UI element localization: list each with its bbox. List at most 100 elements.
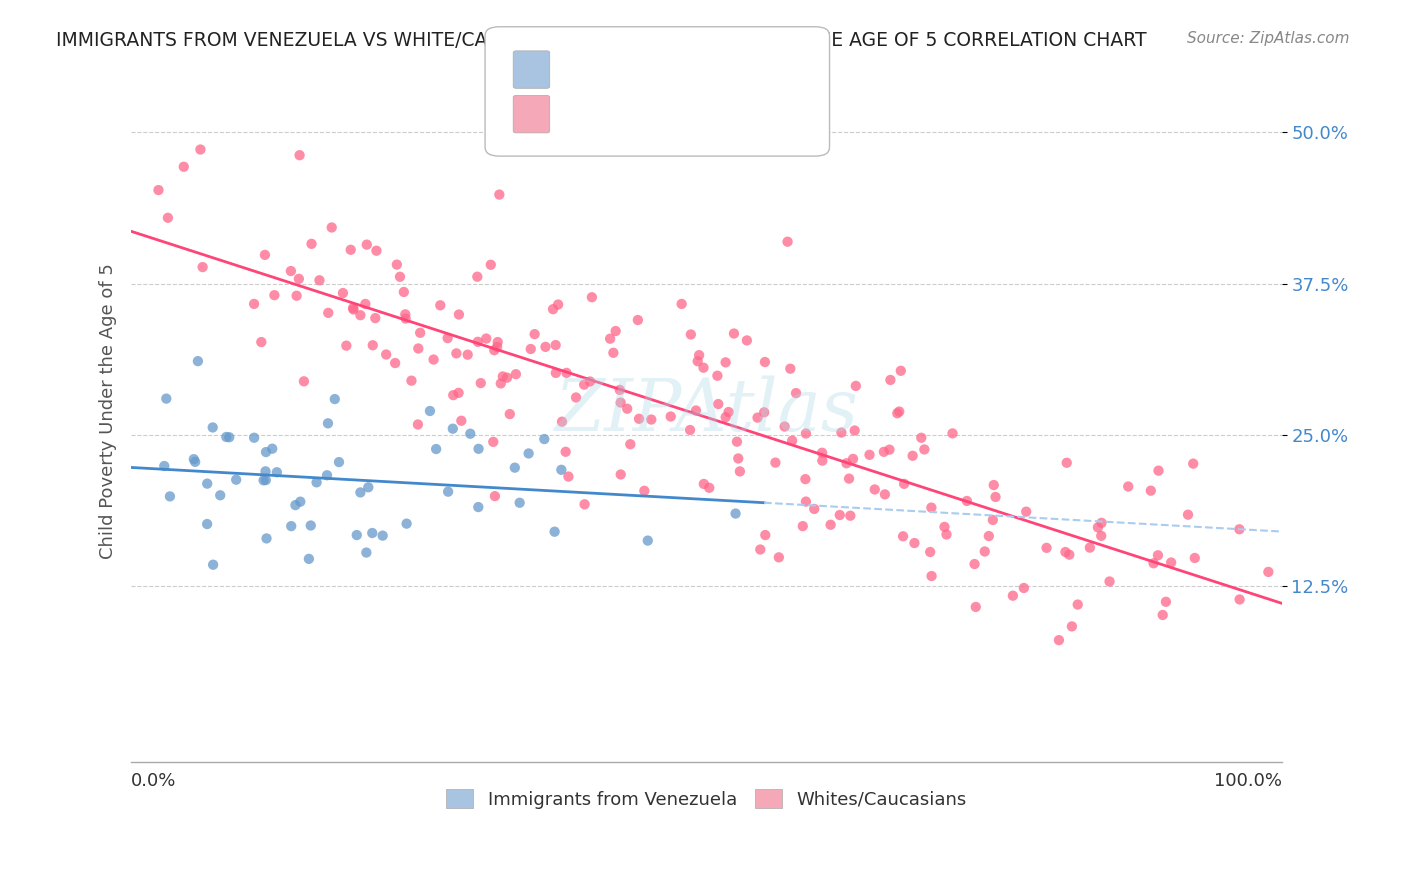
Point xyxy=(735,334,758,348)
Point xyxy=(714,410,737,425)
Point xyxy=(492,369,515,384)
Point xyxy=(354,297,377,311)
Point xyxy=(572,377,595,392)
Point xyxy=(484,343,506,358)
Point xyxy=(437,484,460,499)
Point xyxy=(811,453,834,467)
Point xyxy=(983,478,1005,492)
Point xyxy=(394,307,416,321)
Point xyxy=(419,404,441,418)
Point xyxy=(628,411,651,425)
Point xyxy=(225,473,247,487)
Point xyxy=(727,451,749,466)
Point xyxy=(486,340,509,354)
Point xyxy=(280,264,302,278)
Point xyxy=(503,460,526,475)
Point xyxy=(835,456,858,470)
Point xyxy=(1060,619,1083,633)
Point xyxy=(323,392,346,406)
Point xyxy=(316,468,339,483)
Point xyxy=(156,211,179,225)
Point xyxy=(209,488,232,502)
Point xyxy=(863,483,886,497)
Point xyxy=(332,286,354,301)
Point xyxy=(697,481,720,495)
Point xyxy=(201,420,224,434)
Point xyxy=(153,458,176,473)
Point xyxy=(218,430,240,444)
Point xyxy=(633,483,655,498)
Point xyxy=(422,352,444,367)
Point xyxy=(409,326,432,340)
Point xyxy=(920,545,942,559)
Point xyxy=(555,366,578,380)
Point xyxy=(754,405,776,419)
Point xyxy=(768,550,790,565)
Point xyxy=(728,464,751,478)
Point xyxy=(1182,457,1205,471)
Point xyxy=(723,326,745,341)
Point xyxy=(671,297,693,311)
Point xyxy=(195,476,218,491)
Point xyxy=(934,520,956,534)
Text: 0.0%: 0.0% xyxy=(131,772,177,790)
Point xyxy=(173,160,195,174)
Point xyxy=(794,426,817,441)
Point xyxy=(288,148,311,162)
Point xyxy=(1087,520,1109,534)
Point xyxy=(785,386,807,401)
Point xyxy=(195,516,218,531)
Point xyxy=(394,311,416,326)
Point xyxy=(1184,551,1206,566)
Point xyxy=(458,426,481,441)
Point xyxy=(773,419,796,434)
Point xyxy=(941,426,963,441)
Point xyxy=(1035,541,1057,555)
Point xyxy=(551,415,574,429)
Point xyxy=(482,434,505,449)
Point xyxy=(202,558,225,572)
Point xyxy=(335,339,357,353)
Point xyxy=(496,370,519,384)
Point xyxy=(298,552,321,566)
Point xyxy=(776,235,799,249)
Point xyxy=(820,517,842,532)
Point xyxy=(830,425,852,440)
Point xyxy=(388,269,411,284)
Point xyxy=(254,445,277,459)
Point xyxy=(280,519,302,533)
Point xyxy=(858,448,880,462)
Point xyxy=(921,569,943,583)
Point xyxy=(828,508,851,522)
Point xyxy=(252,473,274,487)
Point xyxy=(693,477,716,491)
Point xyxy=(533,432,555,446)
Point xyxy=(534,340,557,354)
Point xyxy=(724,507,747,521)
Point xyxy=(457,348,479,362)
Point xyxy=(543,524,565,539)
Point xyxy=(1177,508,1199,522)
Point xyxy=(191,260,214,274)
Point xyxy=(361,338,384,352)
Point xyxy=(254,473,277,487)
Point xyxy=(392,285,415,299)
Point xyxy=(920,500,942,515)
Point xyxy=(609,467,631,482)
Point xyxy=(284,498,307,512)
Point xyxy=(565,391,588,405)
Point xyxy=(544,366,567,380)
Point xyxy=(441,422,464,436)
Point xyxy=(305,475,328,490)
Point xyxy=(254,464,277,478)
Point xyxy=(316,306,339,320)
Point xyxy=(679,423,702,437)
Point xyxy=(328,455,350,469)
Point xyxy=(547,297,569,311)
Text: Source: ZipAtlas.com: Source: ZipAtlas.com xyxy=(1187,31,1350,46)
Point xyxy=(1147,549,1170,563)
Point xyxy=(1154,595,1177,609)
Point xyxy=(602,345,624,359)
Point xyxy=(981,513,1004,527)
Point xyxy=(1015,505,1038,519)
